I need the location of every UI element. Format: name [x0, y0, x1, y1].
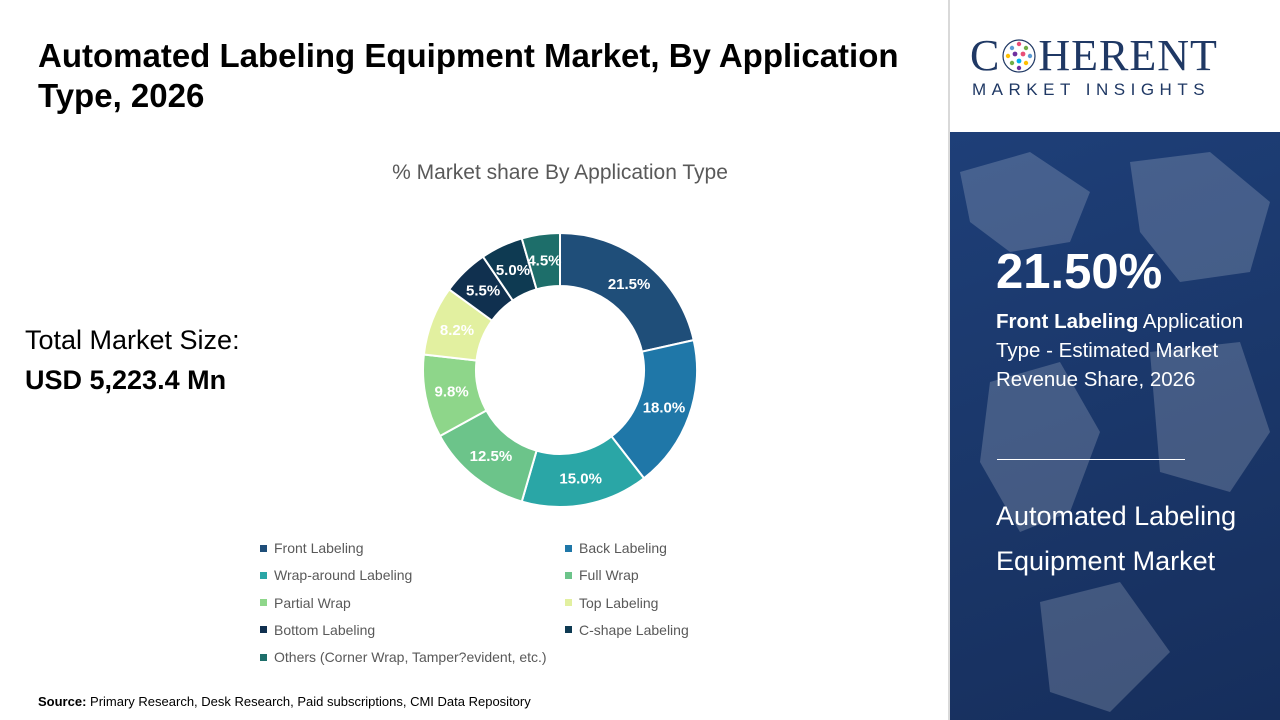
source-text: Primary Research, Desk Research, Paid su… — [90, 694, 531, 709]
brand-panel: C HERENT MARKET INSIGHTS — [950, 0, 1280, 720]
legend-item-3: Wrap-around Labeling — [260, 567, 412, 583]
highlight-value: 21.50% — [996, 245, 1163, 299]
legend-swatch — [565, 571, 572, 579]
logo-wordmark: C HERENT — [970, 30, 1218, 81]
panel-divider — [948, 0, 950, 720]
highlight-description: Front Labeling Application Type - Estima… — [996, 307, 1271, 394]
slice-label-1: 21.5% — [608, 276, 651, 293]
brand-logo: C HERENT MARKET INSIGHTS — [950, 0, 1280, 132]
legend-label: Full Wrap — [579, 567, 639, 584]
legend-swatch — [260, 544, 267, 552]
legend-item-2: Back Labeling — [565, 540, 667, 556]
donut-slice-9 — [520, 231, 561, 291]
legend-swatch — [260, 626, 267, 634]
logo-letter-c: C — [970, 31, 1001, 80]
legend-label: Partial Wrap — [274, 594, 351, 611]
logo-letters-herent: HERENT — [1038, 31, 1218, 80]
legend-label: Bottom Labeling — [274, 621, 376, 638]
legend-swatch — [565, 626, 572, 634]
page-title: Automated Labeling Equipment Market, By … — [38, 37, 899, 114]
legend-label: Front Labeling — [274, 540, 364, 556]
highlight-box: 21.50% Front Labeling Application Type -… — [950, 132, 1280, 720]
legend-label: Back Labeling — [579, 540, 667, 556]
slice-label-6: 8.2% — [440, 322, 474, 339]
slice-label-4: 12.5% — [470, 448, 513, 465]
market-name: Automated Labeling Equipment Market — [996, 501, 1237, 577]
donut-chart: 21.5% 18.0% 15.0% 12.5% 9.8% 8.2% 5.5% 5.0%4.5% — [422, 231, 698, 508]
slice-label-3: 15.0% — [559, 471, 602, 488]
legend-label: Others (Corner Wrap, Tamper?evident, etc… — [274, 649, 547, 666]
legend-swatch — [565, 544, 572, 552]
slice-label-7: 5.5% — [466, 283, 500, 300]
legend-swatch — [565, 599, 572, 607]
divider-line — [997, 459, 1185, 460]
slice-label-8: 5.0% — [496, 262, 530, 279]
legend-item-9: Others (Corner Wrap, Tamper?evident, etc… — [260, 649, 547, 665]
legend-item-7: Bottom Labeling — [260, 622, 375, 638]
legend-item-4: Full Wrap — [565, 567, 639, 583]
legend-item-5: Partial Wrap — [260, 595, 351, 611]
highlight-description-text: Application Type - Estimated Market Reve… — [996, 310, 1244, 392]
legend-label: Wrap-around Labeling — [274, 567, 413, 584]
world-map-decoration — [960, 152, 1270, 712]
chart-panel: Automated Labeling Equipment Market, By … — [25, 37, 899, 709]
slice-label-9: 4.5% — [527, 253, 561, 270]
legend-swatch — [260, 653, 267, 661]
highlight-segment: Front Labeling — [996, 310, 1139, 333]
legend-label: C-shape Labeling — [579, 621, 689, 638]
total-market-label: Total Market Size: — [25, 325, 240, 355]
legend-item-6: Top Labeling — [565, 595, 658, 611]
legend-swatch — [260, 571, 267, 579]
slice-label-5: 9.8% — [434, 383, 468, 400]
globe-dots-icon — [1002, 38, 1036, 73]
legend-item-8: C-shape Labeling — [565, 622, 689, 638]
logo-subtitle: MARKET INSIGHTS — [972, 80, 1211, 99]
legend-label: Top Labeling — [579, 594, 659, 611]
legend-item-1: Front Labeling — [260, 540, 364, 556]
legend-swatch — [260, 599, 267, 607]
source-label: Source: — [38, 694, 87, 709]
source-note: Source: Primary Research, Desk Research,… — [38, 694, 531, 709]
total-market-value: USD 5,223.4 Mn — [25, 365, 227, 395]
chart-title: % Market share By Application Type — [392, 161, 728, 184]
slice-label-2: 18.0% — [643, 399, 686, 416]
